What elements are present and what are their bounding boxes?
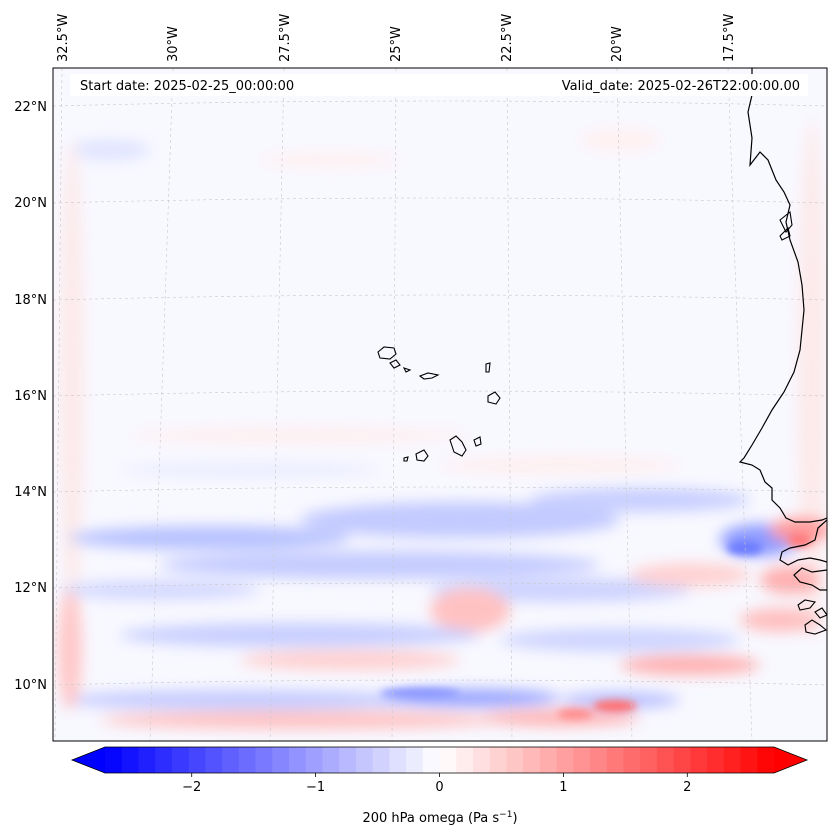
colorbar-segment: [656, 747, 675, 773]
lon-label: 27.5°W: [278, 14, 293, 62]
map-panel: Start date: 2025-02-25_00:00:00 Valid_da…: [52, 67, 828, 742]
colorbar-max-extension: [774, 747, 807, 773]
colorbar-segment: [556, 747, 574, 773]
colorbar-tick-label: −2: [182, 780, 201, 795]
lat-label: 20°N: [14, 196, 47, 211]
lon-label: 25°W: [389, 26, 404, 62]
colorbar-segment: [606, 747, 625, 773]
colorbar-segment: [472, 747, 491, 773]
colorbar-segment: [121, 747, 140, 773]
colorbar-min-extension: [72, 747, 105, 773]
lon-label: 17.5°W: [722, 14, 737, 62]
colorbar-segment: [707, 747, 725, 773]
colorbar-tick-label: −1: [306, 780, 325, 795]
lat-label: 22°N: [14, 100, 47, 115]
lat-label: 12°N: [14, 581, 47, 596]
colorbar-segment: [456, 747, 474, 773]
colorbar-segment: [205, 747, 223, 773]
lat-label: 14°N: [14, 485, 47, 500]
colorbar-tick-label: 0: [435, 780, 443, 795]
colorbar-tick-label: 2: [683, 780, 691, 795]
gridlines: [53, 68, 827, 741]
colorbar-segment: [757, 747, 775, 773]
colorbar-segment: [372, 747, 390, 773]
colorbar-segment: [322, 747, 340, 773]
colorbar: −2 −1 0 1 2 200 hPa omega (Pa s−1): [70, 746, 809, 826]
colorbar-segment: [105, 747, 123, 773]
lon-label: 30°W: [166, 26, 181, 62]
colorbar-ticks: −2 −1 0 1 2: [182, 773, 691, 795]
colorbar-segment: [288, 747, 307, 773]
colorbar-segment: [506, 747, 524, 773]
colorbar-segment: [339, 747, 357, 773]
colorbar-segment: [222, 747, 240, 773]
lat-label: 16°N: [14, 389, 47, 404]
colorbar-segment: [389, 747, 407, 773]
colorbar-segment: [255, 747, 273, 773]
lon-label: 32.5°W: [56, 14, 71, 62]
colorbar-outline: [70, 746, 809, 774]
colorbar-label: 200 hPa omega (Pa s−1): [362, 810, 517, 826]
start-date: Start date: 2025-02-25_00:00:00: [80, 79, 294, 94]
colorbar-segment: [590, 747, 608, 773]
colorbar-segment: [138, 747, 156, 773]
omega-field: [53, 68, 827, 741]
colorbar-segment: [238, 747, 257, 773]
colorbar-segment: [489, 747, 508, 773]
colorbar-tick-label: 1: [559, 780, 567, 795]
colorbar-segment: [171, 747, 190, 773]
colorbar-segment: [740, 747, 758, 773]
colorbar-segment: [673, 747, 691, 773]
colorbar-segment: [188, 747, 206, 773]
header-box: [70, 74, 808, 96]
colorbar-segment: [640, 747, 658, 773]
lon-label: 20°W: [610, 26, 625, 62]
colorbar-segment: [305, 747, 324, 773]
lat-label: 10°N: [14, 678, 47, 693]
colorbar-segment: [623, 747, 641, 773]
colorbar-segment: [523, 747, 541, 773]
colorbar-segment: [155, 747, 173, 773]
longitude-labels: 32.5°W 30°W 27.5°W 25°W 22.5°W 20°W 17.5…: [56, 14, 737, 62]
colorbar-segment: [439, 747, 457, 773]
map-frame: [52, 67, 828, 742]
valid-date: Valid_date: 2025-02-26T22:00:00.00: [562, 79, 800, 94]
colorbar-segment: [690, 747, 708, 773]
lon-label: 22.5°W: [500, 14, 515, 62]
colorbar-segment: [539, 747, 558, 773]
colorbar-segment: [355, 747, 374, 773]
lat-label: 18°N: [14, 293, 47, 308]
colorbar-segment: [406, 747, 424, 773]
colorbar-segment: [272, 747, 290, 773]
colorbar-segment: [422, 747, 441, 773]
colorbar-segments: [105, 747, 775, 773]
latitude-labels: 22°N 20°N 18°N 16°N 14°N 12°N 10°N: [14, 100, 47, 693]
colorbar-segment: [723, 747, 742, 773]
colorbar-segment: [573, 747, 591, 773]
african-coastline: [738, 68, 827, 523]
cape-verde-islands: [377, 346, 501, 462]
